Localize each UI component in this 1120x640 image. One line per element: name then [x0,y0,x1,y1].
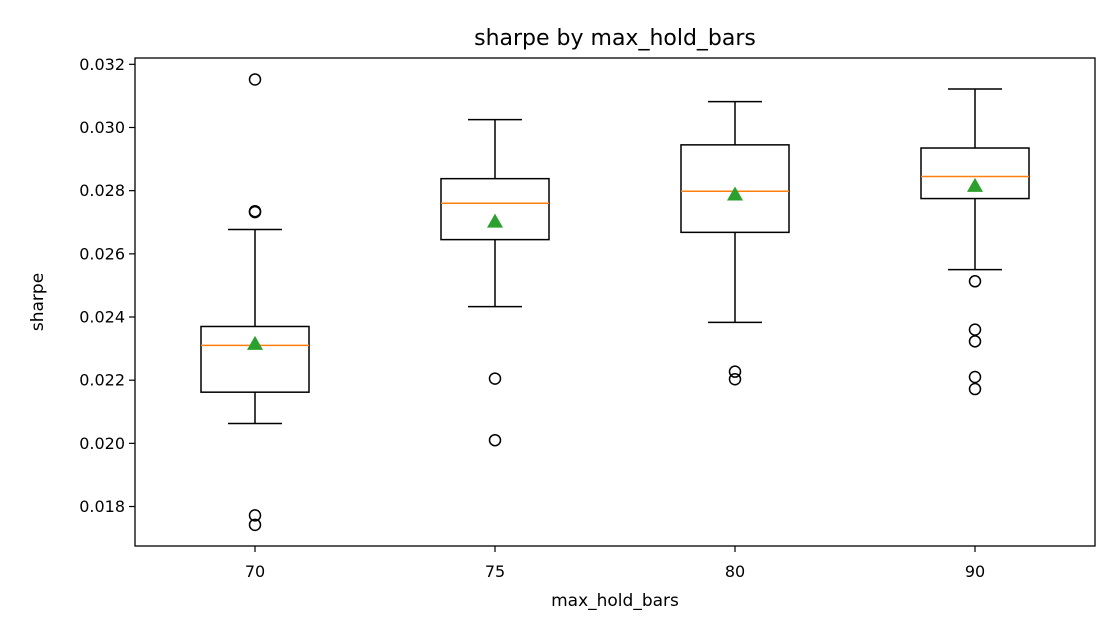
outlier-point [248,73,262,86]
y-tick-label: 0.026 [79,244,125,263]
y-axis-label: sharpe [28,273,48,331]
outlier-point [248,518,262,532]
y-tick-label: 0.018 [79,497,125,516]
outlier-point [968,382,982,396]
x-tick-label: 70 [245,562,265,581]
chart-title: sharpe by max_hold_bars [474,26,756,51]
plot-layer: 0.018 0.020 0.022 0.024 0.026 0.028 0.030 0.032… [79,55,1030,581]
y-tick-label: 0.022 [79,371,125,390]
mean-marker [247,335,263,350]
y-tick-label: 0.032 [79,55,125,74]
outlier-point [728,365,742,378]
y-tick-label: 0.028 [79,181,125,200]
y-tick-label: 0.020 [79,434,125,453]
x-tick-label: 90 [965,562,985,581]
y-tick-label: 0.024 [79,308,125,327]
outlier-point [968,275,982,288]
outlier-point [968,370,982,384]
outlier-point [488,433,502,447]
x-axis-label: max_hold_bars [551,591,679,611]
outlier-point [968,335,982,348]
mean-marker [967,177,983,192]
box-iqr [680,144,790,234]
outlier-point [488,372,502,385]
mean-marker [727,186,743,201]
box-iqr [440,177,550,241]
plot-frame [134,57,1096,547]
x-tick-label: 75 [485,562,505,581]
outlier-point [728,372,742,386]
outlier-point [248,509,262,522]
x-tick-label: 80 [725,562,745,581]
y-tick-label: 0.030 [79,118,125,137]
box-iqr [920,147,1030,200]
mean-marker [487,213,503,228]
outlier-point [248,204,262,218]
box-iqr [200,325,310,393]
